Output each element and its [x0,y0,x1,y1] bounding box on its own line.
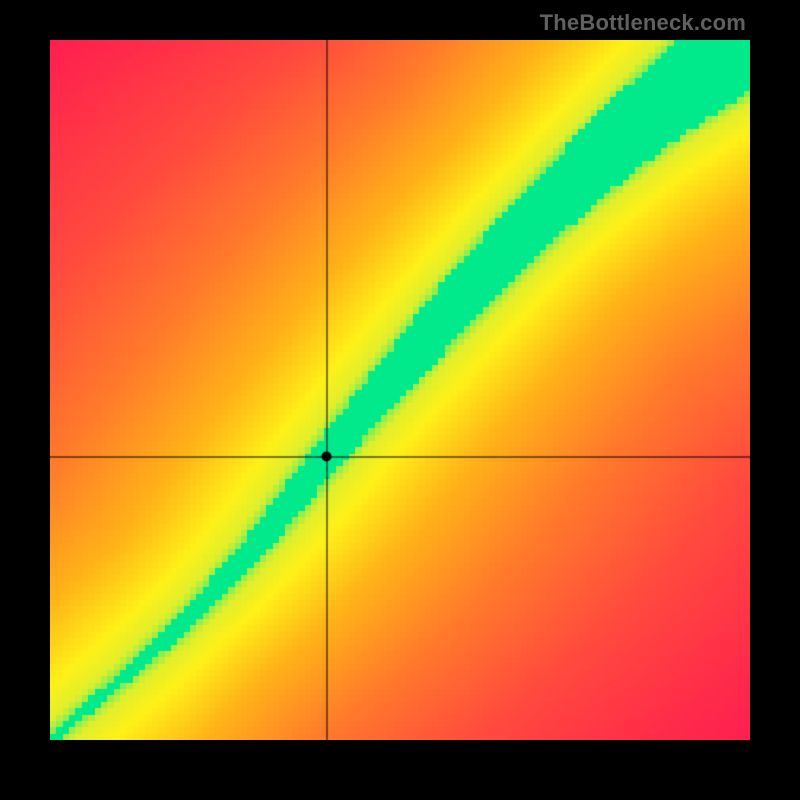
chart-frame: { "watermark": { "text": "TheBottleneck.… [0,0,800,800]
heatmap-canvas [50,40,750,740]
heatmap-plot [50,40,750,740]
watermark-text: TheBottleneck.com [540,10,746,36]
